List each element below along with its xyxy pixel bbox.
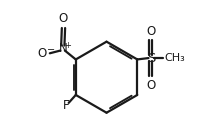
Text: N: N: [58, 42, 67, 55]
Text: S: S: [147, 52, 155, 65]
Text: O: O: [146, 79, 156, 91]
Text: −: −: [47, 45, 55, 55]
Text: O: O: [59, 12, 68, 25]
Text: O: O: [146, 25, 156, 38]
Text: +: +: [64, 41, 71, 50]
Text: F: F: [63, 99, 69, 112]
Text: CH₃: CH₃: [165, 53, 185, 63]
Text: O: O: [38, 47, 47, 60]
